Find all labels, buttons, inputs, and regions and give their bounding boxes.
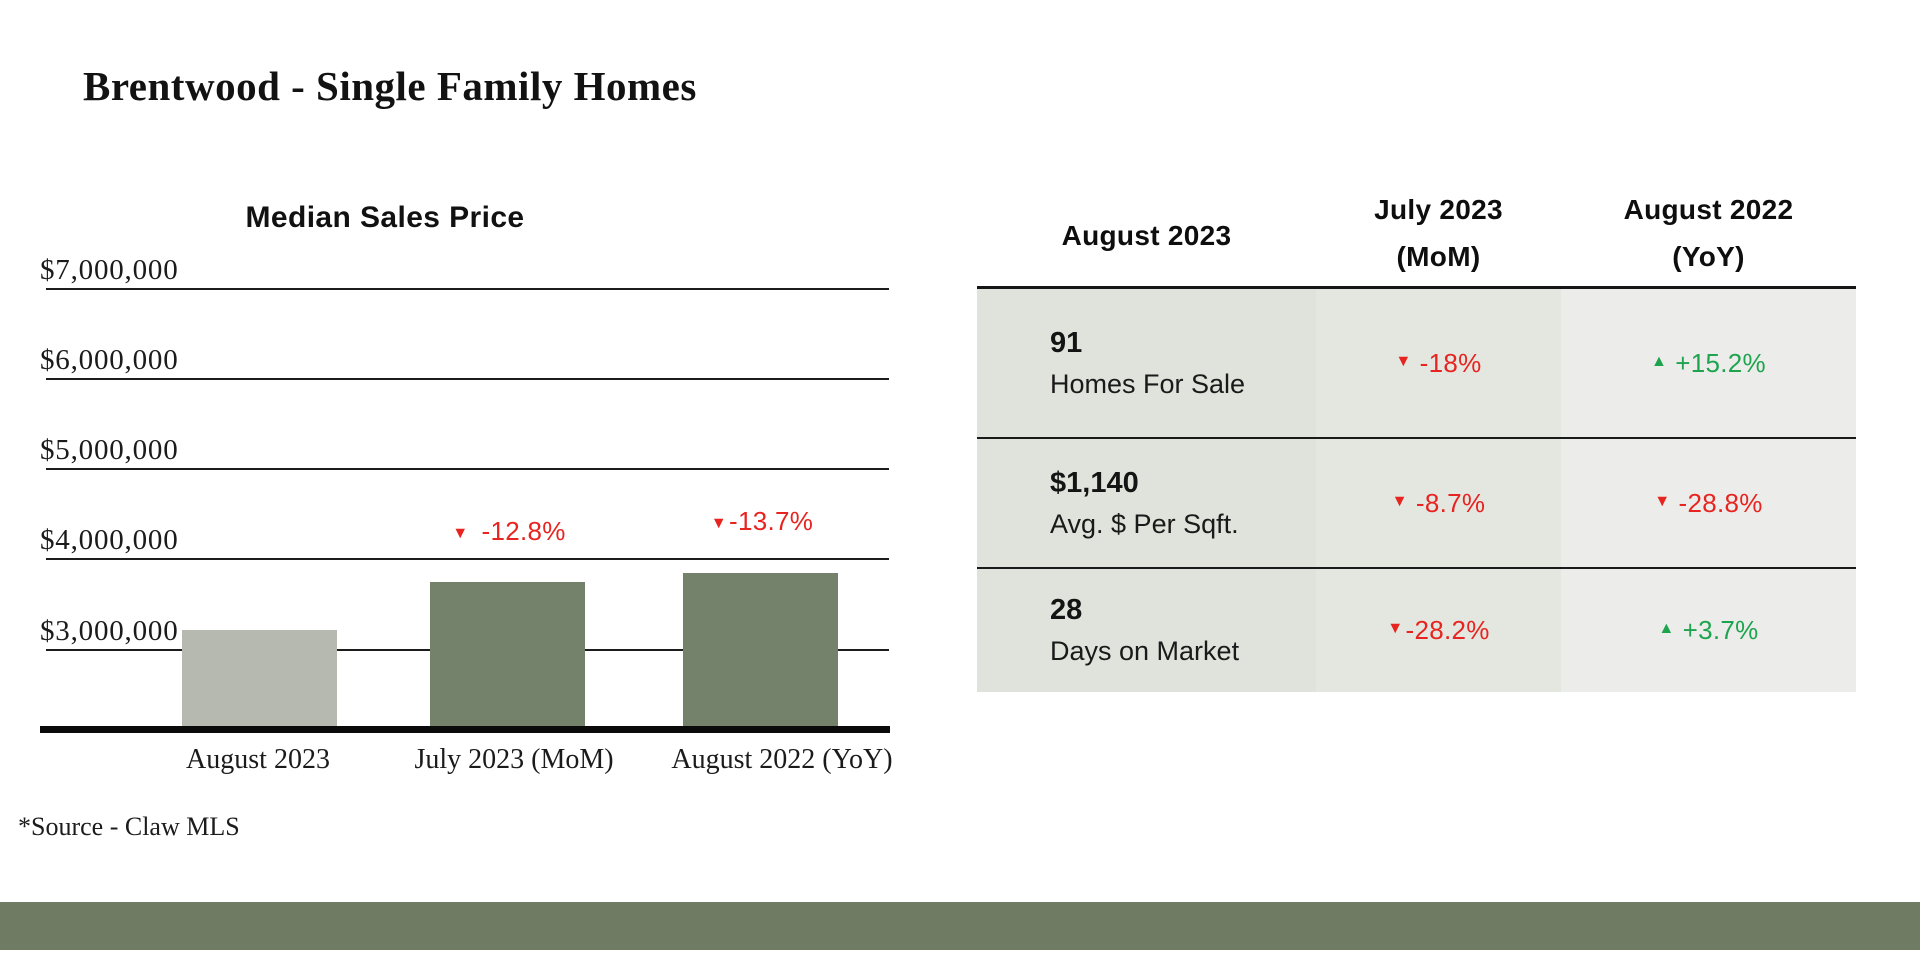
header-line: August 2023 — [1061, 220, 1232, 251]
up-triangle-icon: ▲ — [1658, 619, 1675, 637]
header-line: July 2023 — [1374, 194, 1503, 225]
footer-accent-bar — [0, 902, 1920, 950]
mom-change-cell: ▼ -18% — [1316, 289, 1561, 437]
bar-annotation-yoy: ▼-13.7% — [711, 506, 813, 537]
trend-text: -18% — [1419, 347, 1482, 378]
trend-text: -28.2% — [1405, 615, 1490, 645]
stat-cell-days-on-market: 28 Days on Market — [977, 569, 1316, 692]
mom-change-cell: ▼ -28.2% — [1316, 569, 1561, 692]
down-triangle-icon: ▼ — [1395, 351, 1412, 370]
x-axis-label-august-2022: August 2022 (YoY) — [671, 744, 893, 775]
table-header-july-2023-mom: July 2023 (MoM) — [1316, 186, 1561, 280]
header-line: August 2022 — [1623, 194, 1794, 225]
table-header-august-2023: August 2023 — [977, 212, 1316, 259]
stat-cell-homes-for-sale: 91 Homes For Sale — [977, 289, 1316, 437]
up-triangle-icon: ▲ — [1651, 351, 1668, 370]
down-triangle-icon: ▼ — [452, 524, 469, 542]
x-axis-label-july-2023: July 2023 (MoM) — [414, 744, 614, 775]
table-row: 28 Days on Market ▼ -28.2% ▲ +3.7% — [977, 569, 1856, 692]
bar-august-2022 — [683, 572, 838, 726]
down-triangle-icon: ▼ — [1391, 491, 1408, 510]
trend-text: -28.8% — [1678, 487, 1763, 518]
table-row: $1,140 Avg. $ Per Sqft. ▼ -8.7% ▼ -28.8% — [977, 439, 1856, 567]
stat-cell-avg-per-sqft: $1,140 Avg. $ Per Sqft. — [977, 439, 1316, 567]
down-triangle-icon: ▼ — [1387, 619, 1404, 637]
yoy-change-cell: ▲ +3.7% — [1561, 569, 1856, 692]
chart-title: Median Sales Price — [245, 201, 525, 234]
bar-july-2023 — [430, 581, 585, 726]
page-title: Brentwood - Single Family Homes — [83, 63, 697, 109]
table-column-bg — [977, 289, 1316, 692]
table-column-bg — [1561, 289, 1856, 692]
chart-baseline-axis — [40, 726, 890, 733]
y-axis-tick-label: $4,000,000 — [40, 524, 179, 557]
table-row-separator — [977, 567, 1856, 569]
gridline — [46, 287, 889, 290]
stat-label: Avg. $ Per Sqft. — [1050, 508, 1239, 539]
annotation-text: -12.8% — [481, 516, 566, 546]
y-axis-tick-label: $7,000,000 — [40, 253, 179, 286]
trend-text: -8.7% — [1415, 487, 1486, 518]
yoy-change-cell: ▼ -28.8% — [1561, 439, 1856, 567]
yoy-change-cell: ▲ +15.2% — [1561, 289, 1856, 437]
table-top-rule — [977, 286, 1856, 289]
gridline — [46, 468, 889, 470]
mom-change-cell: ▼ -8.7% — [1316, 439, 1561, 567]
annotation-text: -13.7% — [729, 506, 814, 536]
y-axis-tick-label: $3,000,000 — [40, 614, 179, 647]
stat-value: 28 — [1050, 594, 1083, 627]
header-line: (MoM) — [1396, 241, 1481, 272]
table-header-august-2022-yoy: August 2022 (YoY) — [1561, 186, 1856, 280]
down-triangle-icon: ▼ — [710, 514, 728, 532]
stat-value: 91 — [1050, 326, 1083, 359]
bar-annotation-mom: ▼ -12.8% — [452, 516, 565, 547]
stat-value: $1,140 — [1050, 466, 1139, 499]
y-axis-tick-label: $6,000,000 — [40, 343, 179, 376]
trend-text: +3.7% — [1682, 615, 1759, 645]
source-note: *Source - Claw MLS — [18, 812, 240, 841]
table-column-bg — [1316, 289, 1561, 692]
trend-text: +15.2% — [1675, 347, 1766, 378]
table-row-separator — [977, 437, 1856, 439]
stat-label: Days on Market — [1050, 636, 1240, 667]
gridline — [46, 377, 889, 380]
x-axis-label-august-2023: August 2023 — [186, 744, 330, 775]
gridline — [46, 558, 889, 561]
y-axis-tick-label: $5,000,000 — [40, 434, 179, 466]
header-line: (YoY) — [1672, 241, 1745, 272]
stat-label: Homes For Sale — [1050, 368, 1246, 399]
bar-august-2023 — [182, 630, 337, 726]
down-triangle-icon: ▼ — [1654, 491, 1671, 510]
table-row: 91 Homes For Sale ▼ -18% ▲ +15.2% — [977, 289, 1856, 437]
